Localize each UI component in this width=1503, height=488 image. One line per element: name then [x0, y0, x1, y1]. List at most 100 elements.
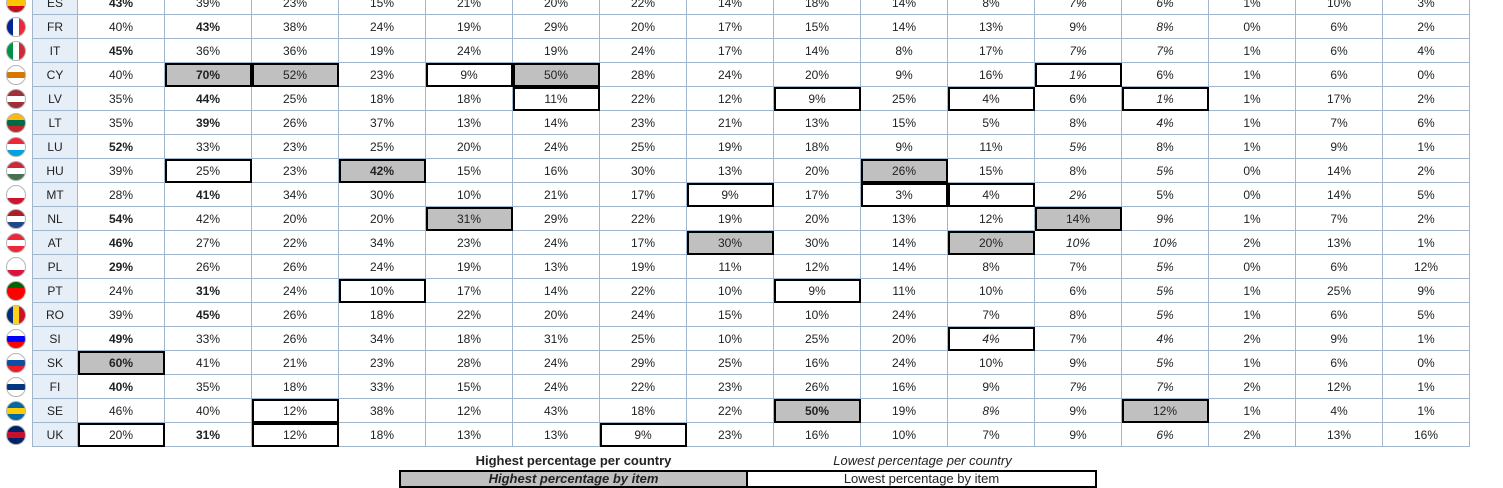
value-cell: 7% — [947, 422, 1035, 447]
value-cell: 7% — [1034, 374, 1122, 399]
flag-cell — [0, 206, 33, 231]
value-cell: 40% — [164, 398, 252, 423]
country-code: PL — [32, 254, 78, 279]
value-cell: 0% — [1208, 254, 1296, 279]
value-cell: 18% — [773, 134, 861, 159]
value-cell: 33% — [164, 134, 252, 159]
country-flag-icon — [6, 304, 26, 325]
value-cell: 4% — [1121, 110, 1209, 135]
value-cell: 24% — [860, 302, 948, 327]
country-code: FR — [32, 14, 78, 39]
value-cell: 9% — [1034, 398, 1122, 423]
value-cell: 12% — [425, 398, 513, 423]
value-cell: 13% — [512, 422, 600, 447]
value-cell: 10% — [947, 350, 1035, 375]
value-cell: 20% — [338, 206, 426, 231]
value-cell: 9% — [773, 86, 861, 111]
value-cell: 8% — [1121, 134, 1209, 159]
value-cell: 16% — [773, 350, 861, 375]
value-cell: 20% — [773, 62, 861, 87]
value-cell: 6% — [1295, 302, 1383, 327]
value-cell: 24% — [686, 62, 774, 87]
value-cell: 19% — [686, 206, 774, 231]
value-cell: 9% — [947, 374, 1035, 399]
value-cell: 14% — [773, 38, 861, 63]
value-cell: 25% — [251, 86, 339, 111]
value-cell: 2% — [1208, 374, 1296, 399]
value-cell: 5% — [1382, 182, 1470, 207]
value-cell: 11% — [860, 278, 948, 303]
value-cell: 20% — [251, 206, 339, 231]
value-cell: 17% — [599, 230, 687, 255]
value-cell: 33% — [338, 374, 426, 399]
value-cell: 15% — [425, 374, 513, 399]
value-cell: 10% — [686, 326, 774, 351]
value-cell: 8% — [947, 0, 1035, 15]
value-cell: 23% — [599, 110, 687, 135]
value-cell: 0% — [1208, 182, 1296, 207]
value-cell: 18% — [425, 326, 513, 351]
value-cell: 45% — [77, 38, 165, 63]
value-cell: 1% — [1208, 62, 1296, 87]
value-cell: 9% — [860, 62, 948, 87]
value-cell: 12% — [251, 422, 339, 447]
value-cell: 12% — [1382, 254, 1470, 279]
legend-lowest-by-item: Lowest percentage by item — [748, 470, 1097, 488]
value-cell: 19% — [860, 398, 948, 423]
value-cell: 13% — [1295, 422, 1383, 447]
value-cell: 14% — [512, 110, 600, 135]
value-cell: 11% — [947, 134, 1035, 159]
value-cell: 43% — [512, 398, 600, 423]
value-cell: 19% — [686, 134, 774, 159]
value-cell: 17% — [599, 182, 687, 207]
value-cell: 7% — [1295, 110, 1383, 135]
legend-highest-per-country: Highest percentage per country — [475, 453, 672, 468]
value-cell: 19% — [425, 254, 513, 279]
table-row: SK 60% 41% 21% 23% 28% 24% 29% 25% 16% 24% 10% 9% 5% 1… — [0, 350, 1470, 375]
results-table-body: ES 43% 39% 23% 15% 21% 20% 22% 14% 18% 14% 8% 7% 6% 1%… — [0, 0, 1470, 447]
value-cell: 26% — [251, 326, 339, 351]
value-cell: 39% — [164, 110, 252, 135]
value-cell: 6% — [1034, 86, 1122, 111]
value-cell: 6% — [1121, 422, 1209, 447]
value-cell: 24% — [425, 38, 513, 63]
value-cell: 35% — [77, 86, 165, 111]
value-cell: 20% — [947, 230, 1035, 255]
country-code: SE — [32, 398, 78, 423]
value-cell: 1% — [1208, 0, 1296, 15]
value-cell: 31% — [425, 206, 513, 231]
value-cell: 1% — [1382, 326, 1470, 351]
value-cell: 7% — [947, 302, 1035, 327]
value-cell: 13% — [1295, 230, 1383, 255]
flag-cell — [0, 278, 33, 303]
value-cell: 4% — [947, 326, 1035, 351]
country-flag-icon — [6, 400, 26, 421]
value-cell: 23% — [425, 230, 513, 255]
value-cell: 15% — [773, 14, 861, 39]
value-cell: 43% — [77, 0, 165, 15]
value-cell: 29% — [512, 14, 600, 39]
value-cell: 8% — [860, 38, 948, 63]
value-cell: 2% — [1208, 326, 1296, 351]
value-cell: 0% — [1382, 62, 1470, 87]
country-flag-icon — [6, 184, 26, 205]
country-flag-icon — [6, 328, 26, 349]
value-cell: 22% — [599, 86, 687, 111]
value-cell: 7% — [1121, 38, 1209, 63]
country-flag-icon — [6, 232, 26, 253]
value-cell: 17% — [686, 38, 774, 63]
value-cell: 22% — [599, 0, 687, 15]
value-cell: 2% — [1034, 182, 1122, 207]
country-code: IT — [32, 38, 78, 63]
value-cell: 8% — [947, 254, 1035, 279]
value-cell: 5% — [1382, 302, 1470, 327]
value-cell: 25% — [599, 326, 687, 351]
value-cell: 12% — [773, 254, 861, 279]
country-code: PT — [32, 278, 78, 303]
value-cell: 21% — [425, 0, 513, 15]
value-cell: 7% — [1034, 38, 1122, 63]
value-cell: 10% — [1121, 230, 1209, 255]
value-cell: 9% — [860, 134, 948, 159]
value-cell: 24% — [338, 254, 426, 279]
legend: Highest percentage per country Lowest pe… — [399, 452, 1097, 488]
